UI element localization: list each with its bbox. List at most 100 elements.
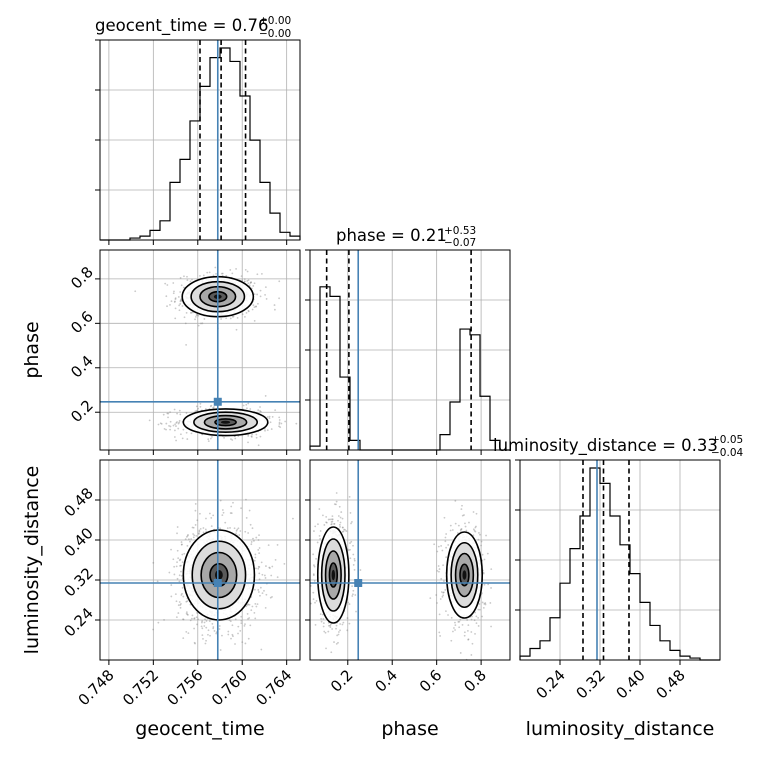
sample-point (230, 512, 233, 515)
sample-point (185, 431, 188, 434)
sample-point (458, 626, 461, 629)
sample-point (191, 278, 193, 281)
sample-point (164, 282, 167, 285)
sample-point (329, 626, 332, 629)
sample-point (350, 540, 353, 543)
sample-point (224, 521, 227, 524)
sample-point (178, 574, 181, 577)
axes-frame (99, 459, 301, 661)
sample-point (335, 492, 338, 494)
sample-point (465, 529, 468, 532)
truth-marker (354, 579, 363, 587)
sample-point (330, 521, 333, 523)
contour-line (182, 408, 269, 437)
sample-point (212, 627, 215, 630)
sample-point (253, 306, 256, 309)
sample-point (447, 544, 450, 546)
sample-point (198, 530, 201, 533)
x-tick-label: 0.4 (371, 666, 401, 696)
sample-point (258, 572, 261, 575)
sample-point (254, 556, 257, 559)
sample-point (209, 405, 212, 408)
sample-point (325, 647, 327, 650)
sample-point (254, 617, 257, 620)
sample-point (200, 625, 203, 628)
sample-point (226, 527, 229, 530)
sample-point (251, 605, 254, 608)
sample-point (463, 631, 466, 634)
sample-point (229, 527, 231, 529)
sample-point (194, 318, 196, 321)
sample-point (490, 625, 492, 628)
sample-point (467, 638, 470, 641)
panel-luminosity-distance-vs-geocent-time: 0.748 0.752 0.756 0.760 0.764 0.24 0.32 0.40 0.4… (60, 459, 301, 709)
sample-point (255, 433, 258, 436)
sample-point (333, 641, 335, 643)
sample-point (450, 616, 453, 619)
sample-point (256, 293, 259, 296)
sample-point (194, 503, 197, 505)
contour-line (445, 531, 484, 619)
sample-point (176, 577, 179, 580)
sample-point (178, 309, 181, 312)
sample-point (342, 621, 345, 624)
density-level (220, 420, 231, 424)
sample-point (252, 537, 254, 540)
sample-point (156, 580, 159, 583)
sample-point (436, 550, 439, 553)
sample-point (268, 566, 271, 569)
y-tick-label: 0.8 (67, 263, 97, 293)
sample-point (247, 617, 249, 620)
sample-point (233, 527, 236, 530)
sample-point (319, 613, 322, 616)
sample-point (168, 424, 170, 427)
sample-point (247, 310, 250, 313)
sample-point (312, 591, 315, 594)
sample-point (254, 588, 256, 591)
svg-text:−0.07: −0.07 (444, 237, 476, 249)
sample-point (468, 521, 470, 524)
sample-point (176, 526, 179, 528)
sample-point (244, 623, 246, 626)
sample-point (173, 290, 175, 293)
x-tick-label: 0.756 (164, 666, 207, 709)
sample-point (182, 595, 185, 598)
sample-point (278, 416, 281, 419)
sample-point (342, 526, 344, 529)
sample-point (199, 402, 202, 405)
sample-point (221, 634, 223, 637)
sample-point (353, 559, 356, 562)
sample-point (227, 630, 230, 633)
sample-point (175, 439, 177, 442)
title-geocent-time: geocent_time = 0.76 +0.00 −0.00 (95, 15, 291, 40)
sample-point (193, 617, 196, 620)
sample-point (312, 553, 315, 556)
sample-point (259, 295, 262, 298)
panel-luminosity-distance-hist: 0.24 0.32 0.40 0.48 (515, 459, 721, 702)
sample-point (329, 623, 332, 626)
sample-point (254, 553, 257, 556)
sample-point (178, 601, 181, 603)
sample-point (478, 531, 480, 534)
sample-point (314, 525, 317, 528)
sample-point (193, 627, 195, 630)
sample-point (246, 604, 249, 606)
sample-point (472, 528, 475, 531)
sample-point (173, 436, 176, 438)
xlabel-phase: phase (381, 718, 438, 740)
sample-point (245, 498, 247, 501)
sample-point (267, 544, 270, 546)
sample-point (235, 328, 238, 331)
sample-point (349, 542, 351, 544)
sample-point (163, 427, 166, 430)
x-tick-label: 0.748 (75, 666, 118, 709)
sample-point (454, 499, 457, 502)
sample-point (193, 641, 196, 644)
sample-point (481, 553, 484, 556)
sample-point (483, 583, 486, 586)
sample-point (183, 316, 186, 319)
sample-point (247, 282, 250, 285)
sample-point (241, 279, 244, 282)
sample-point (245, 517, 248, 519)
